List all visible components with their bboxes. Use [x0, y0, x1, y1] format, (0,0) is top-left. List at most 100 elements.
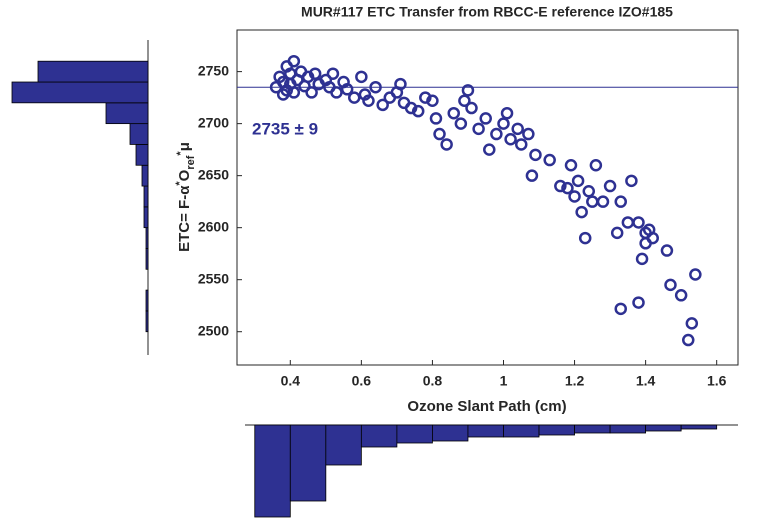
point — [429, 112, 443, 125]
x-axis-label: Ozone Slant Path (cm) — [407, 398, 566, 415]
point — [632, 296, 645, 309]
x-tick-label: 0.4 — [281, 373, 301, 389]
point — [515, 138, 528, 151]
point — [419, 91, 432, 104]
point — [682, 333, 695, 347]
point — [301, 70, 315, 84]
point — [404, 101, 418, 115]
point — [348, 91, 361, 104]
hist-bar — [135, 144, 149, 166]
point — [571, 174, 585, 188]
x-tick-label: 1.2 — [565, 373, 585, 389]
point — [280, 84, 293, 97]
y-tick-label: 2750 — [198, 62, 229, 78]
point — [358, 88, 372, 101]
point — [564, 158, 578, 172]
x-tick-label: 1.6 — [707, 373, 727, 389]
y-axis-label-part: μ — [176, 142, 193, 151]
y-tick-label: 2550 — [198, 270, 229, 286]
y-tick-label: 2650 — [198, 166, 229, 182]
hist-bar — [645, 424, 682, 432]
y-axis-label-part: * — [175, 151, 187, 156]
hist-bar — [145, 248, 149, 270]
y-tick-label: 2600 — [198, 218, 229, 234]
point — [500, 106, 514, 120]
point — [305, 86, 318, 99]
point — [664, 278, 677, 292]
y-tick-label: 2700 — [198, 114, 229, 130]
point — [411, 104, 425, 118]
point — [625, 174, 638, 188]
point — [472, 122, 485, 136]
point — [529, 148, 542, 162]
y-axis-label-part: * — [174, 181, 186, 186]
hist-bar — [145, 227, 149, 249]
hist-bar — [289, 424, 327, 502]
point — [369, 80, 382, 94]
point — [376, 98, 389, 112]
point — [447, 106, 460, 120]
hist-bar — [141, 164, 149, 187]
point — [504, 132, 517, 146]
point — [326, 67, 340, 80]
hist-bar — [105, 102, 149, 125]
point — [646, 231, 659, 245]
point — [596, 195, 610, 208]
point — [635, 252, 649, 266]
hist-bar — [360, 424, 398, 448]
hist-bar — [145, 310, 149, 333]
hist-bar — [503, 424, 540, 438]
point — [689, 268, 702, 281]
point — [465, 101, 478, 115]
point — [660, 244, 674, 257]
point — [454, 117, 468, 130]
point — [525, 169, 539, 182]
point — [287, 54, 301, 68]
point — [479, 112, 492, 125]
point — [394, 77, 407, 91]
point — [614, 195, 627, 208]
plot-box — [236, 29, 739, 366]
hist-bar — [325, 424, 362, 466]
point — [362, 94, 375, 107]
point — [632, 216, 645, 229]
y-axis-label-part: O — [176, 169, 193, 181]
point — [330, 86, 343, 99]
point — [426, 94, 439, 107]
point — [497, 117, 510, 130]
point — [461, 84, 475, 97]
x-tick-label: 1 — [500, 373, 508, 389]
point — [543, 153, 556, 167]
hist-bar — [129, 123, 149, 145]
point — [610, 226, 624, 240]
annotation: 2735 ± 9 — [252, 120, 318, 139]
hist-bar — [145, 289, 149, 312]
point — [483, 143, 496, 156]
y-tick-label: 2500 — [198, 322, 229, 338]
point — [674, 289, 688, 302]
point — [490, 127, 503, 141]
point — [308, 67, 322, 80]
point — [582, 185, 596, 198]
point — [578, 231, 592, 245]
point — [603, 179, 617, 193]
point — [685, 317, 699, 330]
y-axis-label-part: ETC= F-α — [176, 185, 193, 252]
point — [458, 94, 471, 107]
x-tick-label: 0.8 — [423, 373, 443, 389]
point — [522, 127, 535, 141]
point — [589, 158, 603, 172]
x-tick-label: 1.4 — [636, 373, 656, 389]
point — [554, 179, 567, 193]
hist-bar — [254, 424, 291, 518]
point — [614, 302, 627, 316]
point — [433, 127, 446, 141]
hist-bar — [143, 206, 149, 229]
x-tick-label: 0.6 — [352, 373, 372, 389]
hist-bar — [680, 424, 718, 430]
hist-bar — [574, 424, 611, 434]
hist-bar — [396, 424, 433, 444]
hist-bar — [143, 185, 149, 208]
point — [340, 83, 354, 96]
point — [355, 70, 368, 84]
